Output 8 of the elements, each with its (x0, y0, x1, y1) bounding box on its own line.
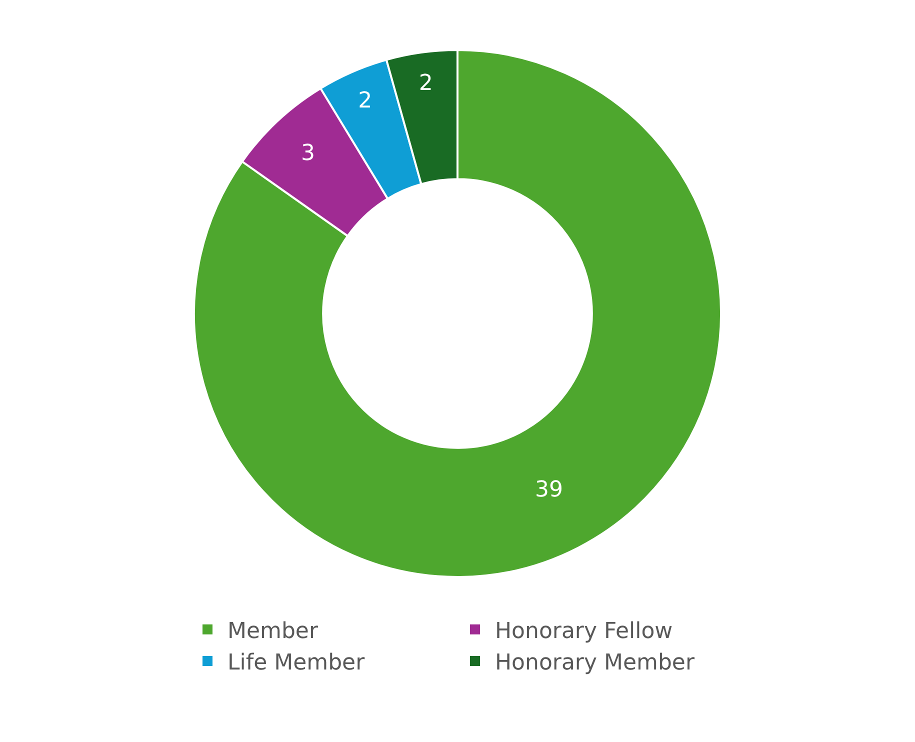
legend-label: Life Member (228, 650, 366, 676)
legend-label: Honorary Member (495, 650, 696, 676)
legend-label: Honorary Fellow (495, 619, 673, 644)
legend-label: Member (228, 619, 319, 644)
data-label: 2 (358, 88, 372, 114)
data-label: 39 (535, 478, 564, 503)
data-label: 2 (418, 71, 433, 96)
data-label: 3 (301, 140, 316, 166)
